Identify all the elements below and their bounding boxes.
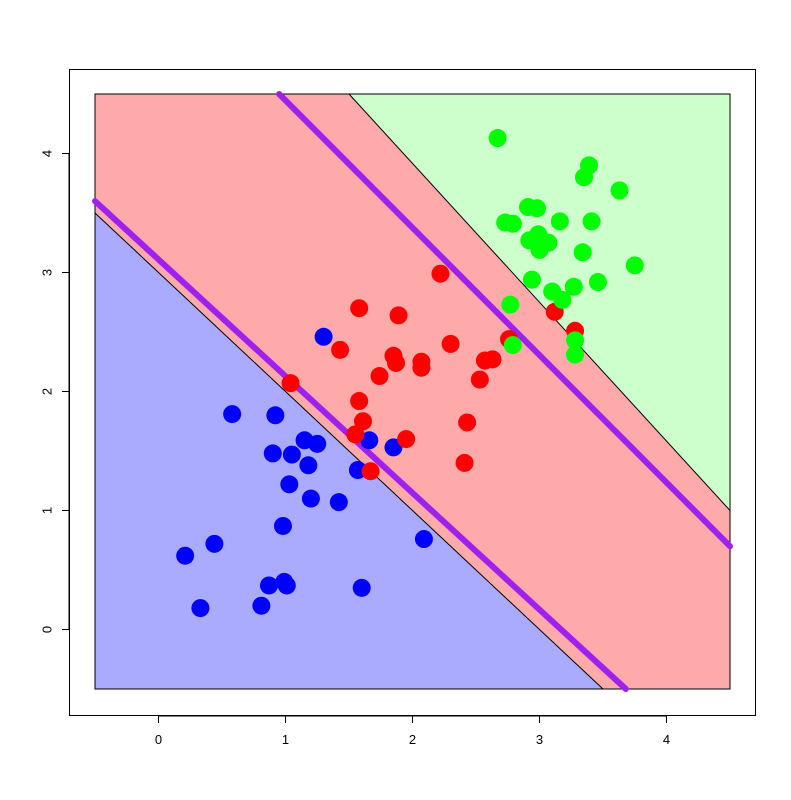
point-series2-7 (522, 270, 541, 289)
point-series2-15 (553, 290, 572, 309)
point-series0-3 (223, 405, 242, 424)
point-series0-1 (191, 599, 210, 618)
point-series1-7 (370, 367, 389, 386)
point-series2-4 (503, 336, 522, 355)
point-series1-9 (386, 353, 405, 372)
fitted-lines (92, 91, 733, 692)
point-series0-0 (176, 546, 195, 565)
point-series0-5 (259, 576, 278, 595)
point-series1-0 (281, 374, 300, 393)
point-series0-17 (314, 327, 333, 346)
point-series1-10 (389, 306, 408, 325)
region-1 (95, 94, 730, 689)
plot-area-outline (94, 93, 731, 690)
point-series2-24 (610, 181, 629, 200)
point-series0-22 (384, 438, 403, 457)
point-series1-6 (361, 462, 380, 481)
point-series0-7 (266, 406, 285, 425)
point-series2-18 (566, 345, 585, 364)
x-tick-label-4: 4 (663, 732, 670, 747)
point-series1-14 (431, 264, 450, 283)
point-series2-25 (625, 256, 644, 275)
y-tick-label-3: 3 (40, 269, 55, 276)
point-series1-16 (455, 453, 474, 472)
region-boundaries (94, 93, 731, 690)
x-tick-label-0: 0 (155, 732, 162, 747)
point-series0-20 (352, 578, 371, 597)
point-series1-4 (350, 299, 369, 318)
point-series0-16 (308, 434, 327, 453)
point-series0-18 (329, 493, 348, 512)
point-series1-5 (353, 412, 372, 431)
point-series0-12 (282, 445, 301, 464)
point-series2-16 (564, 277, 583, 296)
point-series0-11 (280, 475, 299, 494)
boundary-line-0 (94, 212, 604, 690)
point-series0-2 (205, 534, 224, 553)
x-tick-label-3: 3 (536, 732, 543, 747)
fitted-line-0 (92, 198, 629, 692)
point-series1-1 (331, 340, 350, 359)
fitted-line-1 (276, 91, 733, 550)
data-points (176, 129, 644, 618)
x-tick-label-1: 1 (282, 732, 289, 747)
y-tick-label-1: 1 (40, 507, 55, 514)
boundary-line-1 (348, 93, 731, 511)
point-series2-0 (488, 129, 507, 148)
decision-regions (95, 94, 730, 689)
point-series2-12 (539, 233, 558, 252)
point-series1-15 (441, 334, 460, 353)
point-series1-18 (470, 370, 489, 389)
point-series2-3 (503, 214, 522, 233)
point-series1-3 (350, 392, 369, 411)
point-series0-15 (301, 489, 320, 508)
point-series2-23 (588, 273, 607, 292)
point-series0-21 (360, 431, 379, 450)
x-tick-label-2: 2 (409, 732, 416, 747)
point-series2-21 (580, 156, 599, 175)
point-series1-13 (412, 352, 431, 371)
point-series0-14 (299, 456, 318, 475)
point-series1-11 (397, 430, 416, 449)
point-series0-4 (252, 596, 271, 615)
point-series2-17 (566, 331, 585, 350)
point-series0-8 (273, 516, 292, 535)
point-series1-20 (483, 350, 502, 369)
y-tick-label-0: 0 (40, 626, 55, 633)
point-series2-8 (527, 199, 546, 218)
point-series2-22 (582, 212, 601, 231)
y-tick-label-2: 2 (40, 388, 55, 395)
point-series0-10 (277, 576, 296, 595)
point-series1-17 (458, 413, 477, 432)
point-series2-14 (550, 212, 569, 231)
y-axis: 0 1 2 3 4 (40, 150, 70, 633)
point-series2-19 (573, 243, 592, 262)
x-axis: 0 1 2 3 4 (155, 715, 670, 747)
point-series2-2 (501, 295, 520, 314)
point-series0-23 (414, 530, 433, 549)
point-series0-6 (263, 444, 282, 463)
y-tick-label-4: 4 (40, 150, 55, 157)
point-series1-2 (346, 425, 365, 444)
